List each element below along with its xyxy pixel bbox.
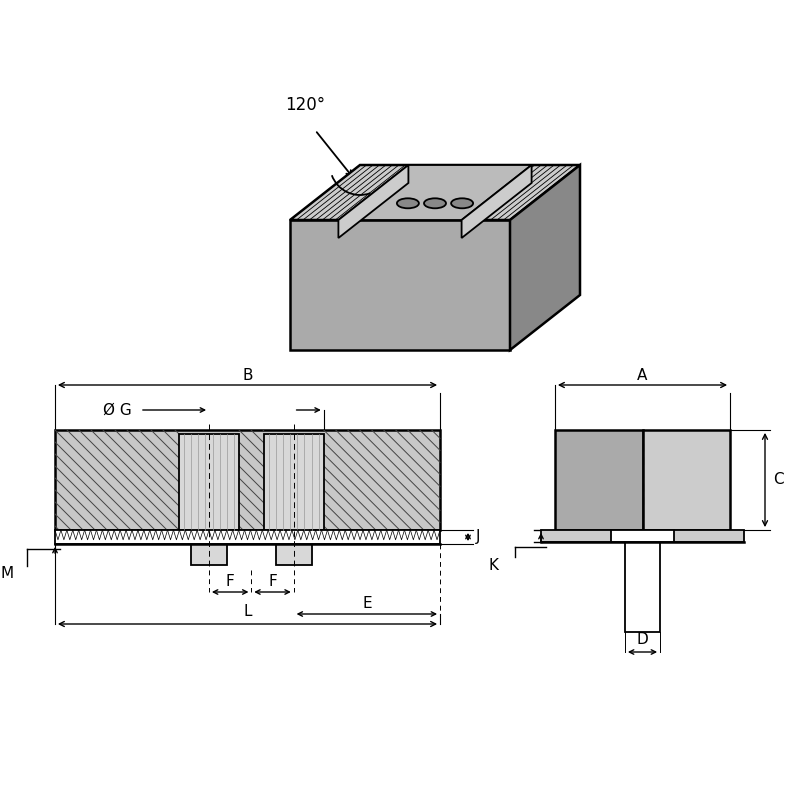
Polygon shape xyxy=(290,165,580,220)
Text: A: A xyxy=(638,367,648,382)
Text: K: K xyxy=(488,558,498,573)
Text: M: M xyxy=(1,566,14,582)
Polygon shape xyxy=(541,530,744,542)
Text: 120°: 120° xyxy=(285,96,325,114)
Polygon shape xyxy=(555,430,642,530)
Text: J: J xyxy=(476,530,481,545)
Text: F: F xyxy=(268,574,277,590)
Ellipse shape xyxy=(397,198,419,208)
Ellipse shape xyxy=(451,198,473,208)
Polygon shape xyxy=(338,165,532,220)
Text: D: D xyxy=(637,633,648,647)
Polygon shape xyxy=(625,542,660,632)
Text: B: B xyxy=(242,367,253,382)
Polygon shape xyxy=(55,430,440,530)
Ellipse shape xyxy=(424,198,446,208)
Text: L: L xyxy=(243,605,252,619)
Polygon shape xyxy=(510,165,580,350)
Polygon shape xyxy=(290,220,510,350)
Text: C: C xyxy=(773,473,784,487)
Polygon shape xyxy=(462,165,532,238)
Polygon shape xyxy=(642,430,730,530)
Polygon shape xyxy=(55,530,440,544)
Polygon shape xyxy=(611,530,674,542)
Text: Ø G: Ø G xyxy=(103,402,132,418)
Polygon shape xyxy=(338,165,408,238)
Polygon shape xyxy=(264,434,324,565)
Polygon shape xyxy=(179,434,239,565)
Text: F: F xyxy=(226,574,234,590)
Text: E: E xyxy=(362,597,372,611)
